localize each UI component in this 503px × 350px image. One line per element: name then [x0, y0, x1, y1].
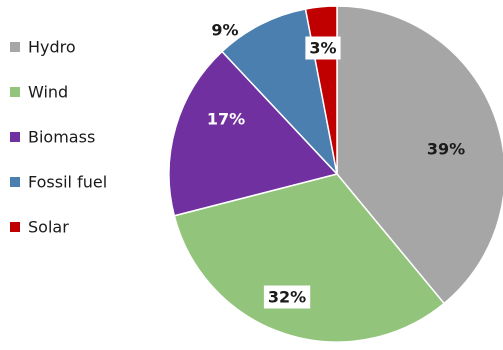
legend-swatch-solar: [10, 222, 20, 232]
data-label-box-wind: [263, 285, 311, 309]
legend-swatch-biomass: [10, 132, 20, 142]
data-label-solar: 3%: [309, 39, 336, 58]
data-label-wind: 32%: [268, 288, 306, 307]
legend: Hydro Wind Biomass Fossil fuel Solar: [10, 38, 107, 237]
legend-item-wind: Wind: [10, 83, 68, 102]
pie-slice-hydro: [336, 5, 503, 305]
legend-label-hydro: Hydro: [28, 38, 76, 57]
legend-item-fossil-fuel: Fossil fuel: [10, 173, 107, 192]
legend-label-wind: Wind: [28, 83, 68, 102]
legend-item-biomass: Biomass: [10, 128, 95, 147]
data-label-biomass: 17%: [207, 110, 245, 129]
legend-item-solar: Solar: [10, 218, 69, 237]
legend-swatch-fossil-fuel: [10, 177, 20, 187]
pie-slice-wind: [173, 173, 446, 343]
pie-slice-biomass: [168, 50, 339, 217]
legend-label-solar: Solar: [28, 218, 69, 237]
data-labels: 39% 32% 17% 9% 3%: [207, 21, 465, 309]
legend-item-hydro: Hydro: [10, 38, 76, 57]
legend-label-fossil-fuel: Fossil fuel: [28, 173, 107, 192]
data-label-fossil-fuel: 9%: [211, 21, 238, 40]
legend-label-biomass: Biomass: [28, 128, 95, 147]
data-label-box-solar: [305, 36, 341, 60]
data-label-hydro: 39%: [427, 140, 465, 159]
legend-swatch-hydro: [10, 42, 20, 52]
legend-swatch-wind: [10, 87, 20, 97]
